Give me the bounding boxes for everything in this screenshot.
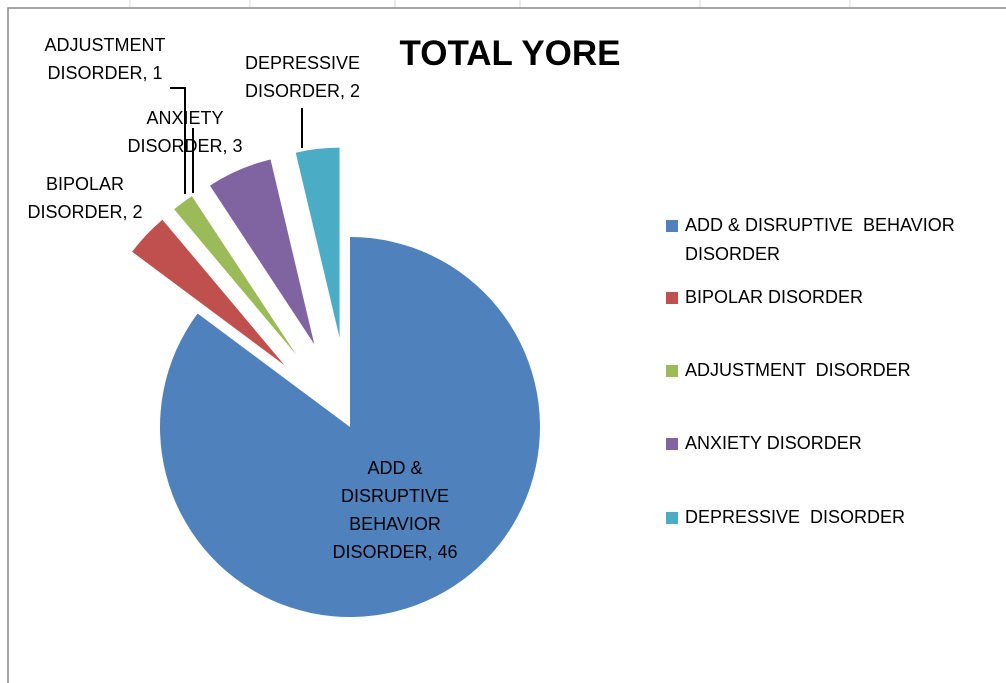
legend-swatch — [666, 512, 678, 524]
data-label: ADJUSTMENT DISORDER, 1 — [44, 35, 171, 83]
legend-label: ADJUSTMENT DISORDER — [685, 360, 911, 380]
pie-slice — [159, 237, 540, 617]
legend-swatch — [666, 438, 678, 450]
legend-label: ANXIETY DISORDER — [685, 433, 862, 453]
data-label: DEPRESSIVE DISORDER, 2 — [244, 53, 366, 101]
sheet-grid — [129, 0, 851, 8]
legend-label: BIPOLAR DISORDER — [685, 287, 864, 307]
legend-swatch — [666, 365, 678, 377]
pie-slice — [209, 159, 315, 345]
leader-lines — [170, 87, 303, 194]
data-label: BIPOLAR DISORDER, 2 — [27, 174, 143, 222]
pie-slice — [132, 219, 285, 366]
pie-slice — [174, 196, 297, 355]
legend-label: ADD & DISRUPTIVE BEHAVIOR DISORDER — [685, 215, 960, 264]
pie-slice — [295, 147, 340, 338]
chart-title: TOTAL YORE — [399, 34, 621, 73]
legend-swatch — [666, 292, 678, 304]
data-label: ANXIETY DISORDER, 3 — [127, 108, 243, 156]
data-label: ADD & DISRUPTIVE BEHAVIOR DISORDER, 46 — [332, 458, 458, 562]
legend-label: DEPRESSIVE DISORDER — [685, 507, 906, 527]
legend-swatch — [666, 220, 678, 232]
